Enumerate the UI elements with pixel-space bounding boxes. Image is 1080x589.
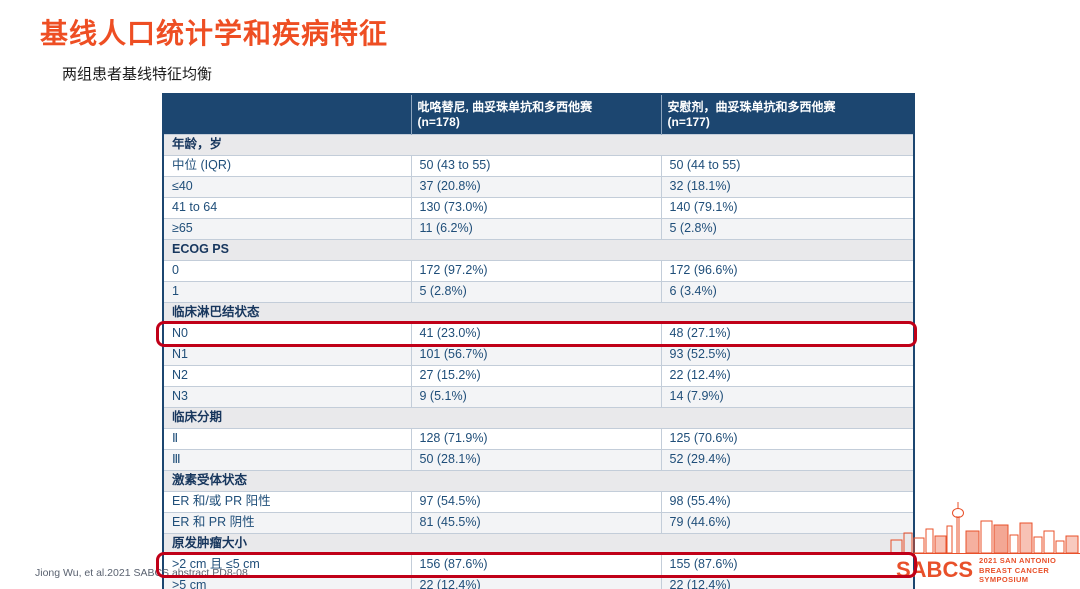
header-empty-cell: [163, 94, 411, 135]
table-row: >2 cm 且 ≤5 cm 156 (87.6%) 155 (87.6%): [163, 554, 914, 576]
row-label: N2: [163, 365, 411, 387]
table-row: ≥65 11 (6.2%) 5 (2.8%): [163, 218, 914, 240]
logo-acronym: SABCS: [896, 557, 974, 583]
header-placebo-arm-name: 安慰剂，曲妥珠单抗和多西他赛: [667, 99, 836, 114]
section-header-label: 原发肿瘤大小: [163, 533, 914, 555]
row-label: ER 和 PR 阴性: [163, 512, 411, 534]
logo-subtitle-line2: BREAST CANCER SYMPOSIUM: [979, 565, 1050, 585]
logo-text: SABCS 2021 SAN ANTONIO BREAST CANCER SYM…: [890, 556, 1080, 585]
section-header-row: 临床淋巴结状态: [163, 302, 914, 324]
table-row: ≤40 37 (20.8%) 32 (18.1%): [163, 176, 914, 198]
row-label: 1: [163, 281, 411, 303]
row-label: N0: [163, 323, 411, 345]
section-header-label: 临床淋巴结状态: [163, 302, 914, 324]
section-header-label: ECOG PS: [163, 239, 914, 261]
row-label: Ⅲ: [163, 449, 411, 471]
value-placebo-arm: 172 (96.6%): [660, 260, 914, 282]
value-pyrotinib-arm: 41 (23.0%): [410, 323, 661, 345]
row-label: 0: [163, 260, 411, 282]
header-pyrotinib-arm-n: (n=178): [417, 114, 460, 129]
value-pyrotinib-arm: 128 (71.9%): [410, 428, 661, 450]
table-row: N3 9 (5.1%) 14 (7.9%): [163, 386, 914, 408]
table-row: Ⅱ 128 (71.9%) 125 (70.6%): [163, 428, 914, 450]
row-label: N1: [163, 344, 411, 366]
value-pyrotinib-arm: 11 (6.2%): [410, 218, 661, 240]
value-pyrotinib-arm: 130 (73.0%): [410, 197, 661, 219]
value-placebo-arm: 50 (44 to 55): [660, 155, 914, 177]
section-header-row: 原发肿瘤大小: [163, 533, 914, 555]
value-pyrotinib-arm: 101 (56.7%): [410, 344, 661, 366]
value-pyrotinib-arm: 81 (45.5%): [410, 512, 661, 534]
table-row: ER 和/或 PR 阳性 97 (54.5%) 98 (55.4%): [163, 491, 914, 513]
section-header-row: 年龄，岁: [163, 134, 914, 156]
value-pyrotinib-arm: 172 (97.2%): [410, 260, 661, 282]
section-header-label: 激素受体状态: [163, 470, 914, 492]
value-pyrotinib-arm: 22 (12.4%): [410, 575, 661, 589]
value-placebo-arm: 22 (12.4%): [660, 365, 914, 387]
value-pyrotinib-arm: 9 (5.1%): [410, 386, 661, 408]
table-row: 中位 (IQR) 50 (43 to 55) 50 (44 to 55): [163, 155, 914, 177]
row-label: ER 和/或 PR 阳性: [163, 491, 411, 513]
table-row: 0 172 (97.2%) 172 (96.6%): [163, 260, 914, 282]
row-label: 41 to 64: [163, 197, 411, 219]
page-title: 基线人口统计学和疾病特征: [40, 18, 389, 49]
value-pyrotinib-arm: 50 (43 to 55): [410, 155, 661, 177]
sabcs-logo: SABCS 2021 SAN ANTONIO BREAST CANCER SYM…: [890, 499, 1080, 585]
san-antonio-skyline-icon: [890, 501, 1080, 554]
row-label: ≤40: [163, 176, 411, 198]
section-header-row: 临床分期: [163, 407, 914, 429]
value-placebo-arm: 125 (70.6%): [660, 428, 914, 450]
section-header-row: ECOG PS: [163, 239, 914, 261]
value-placebo-arm: 98 (55.4%): [660, 491, 914, 513]
table-row: ER 和 PR 阴性 81 (45.5%) 79 (44.6%): [163, 512, 914, 534]
table-row: Ⅲ 50 (28.1%) 52 (29.4%): [163, 449, 914, 471]
value-placebo-arm: 6 (3.4%): [660, 281, 914, 303]
baseline-characteristics-table: 吡咯替尼, 曲妥珠单抗和多西他赛 (n=178) 安慰剂，曲妥珠单抗和多西他赛 …: [162, 93, 915, 589]
value-pyrotinib-arm: 37 (20.8%): [410, 176, 661, 198]
row-label: Ⅱ: [163, 428, 411, 450]
table-row: N2 27 (15.2%) 22 (12.4%): [163, 365, 914, 387]
citation: Jiong Wu, et al.2021 SABCS abstract PD8-…: [35, 567, 251, 579]
table-row: N0 41 (23.0%) 48 (27.1%): [163, 323, 914, 345]
value-pyrotinib-arm: 5 (2.8%): [410, 281, 661, 303]
header-pyrotinib-arm-name: 吡咯替尼, 曲妥珠单抗和多西他赛: [417, 99, 593, 114]
header-placebo-arm-n: (n=177): [667, 114, 710, 129]
logo-subtitle-line1: 2021 SAN ANTONIO: [979, 555, 1057, 565]
table-row: >5 cm 22 (12.4%) 22 (12.4%): [163, 575, 914, 589]
value-placebo-arm: 79 (44.6%): [660, 512, 914, 534]
value-placebo-arm: 52 (29.4%): [660, 449, 914, 471]
row-label: N3: [163, 386, 411, 408]
subtitle: 两组患者基线特征均衡: [62, 66, 213, 83]
row-label: ≥65: [163, 218, 411, 240]
section-header-label: 临床分期: [163, 407, 914, 429]
value-pyrotinib-arm: 50 (28.1%): [410, 449, 661, 471]
section-header-row: 激素受体状态: [163, 470, 914, 492]
value-placebo-arm: 48 (27.1%): [660, 323, 914, 345]
row-label: 中位 (IQR): [163, 155, 411, 177]
header-placebo-arm: 安慰剂，曲妥珠单抗和多西他赛 (n=177): [660, 94, 914, 135]
value-pyrotinib-arm: 97 (54.5%): [410, 491, 661, 513]
table-row: 41 to 64 130 (73.0%) 140 (79.1%): [163, 197, 914, 219]
value-placebo-arm: 14 (7.9%): [660, 386, 914, 408]
value-placebo-arm: 93 (52.5%): [660, 344, 914, 366]
section-header-label: 年龄，岁: [163, 134, 914, 156]
table-header-row: 吡咯替尼, 曲妥珠单抗和多西他赛 (n=178) 安慰剂，曲妥珠单抗和多西他赛 …: [163, 94, 914, 135]
value-pyrotinib-arm: 156 (87.6%): [410, 554, 661, 576]
value-placebo-arm: 5 (2.8%): [660, 218, 914, 240]
logo-subtitle: 2021 SAN ANTONIO BREAST CANCER SYMPOSIUM: [979, 556, 1080, 585]
value-placebo-arm: 32 (18.1%): [660, 176, 914, 198]
header-pyrotinib-arm: 吡咯替尼, 曲妥珠单抗和多西他赛 (n=178): [410, 94, 661, 135]
value-placebo-arm: 22 (12.4%): [660, 575, 914, 589]
value-placebo-arm: 140 (79.1%): [660, 197, 914, 219]
value-placebo-arm: 155 (87.6%): [660, 554, 914, 576]
value-pyrotinib-arm: 27 (15.2%): [410, 365, 661, 387]
table-row: N1 101 (56.7%) 93 (52.5%): [163, 344, 914, 366]
